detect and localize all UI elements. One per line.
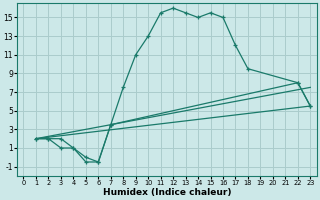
- X-axis label: Humidex (Indice chaleur): Humidex (Indice chaleur): [103, 188, 231, 197]
